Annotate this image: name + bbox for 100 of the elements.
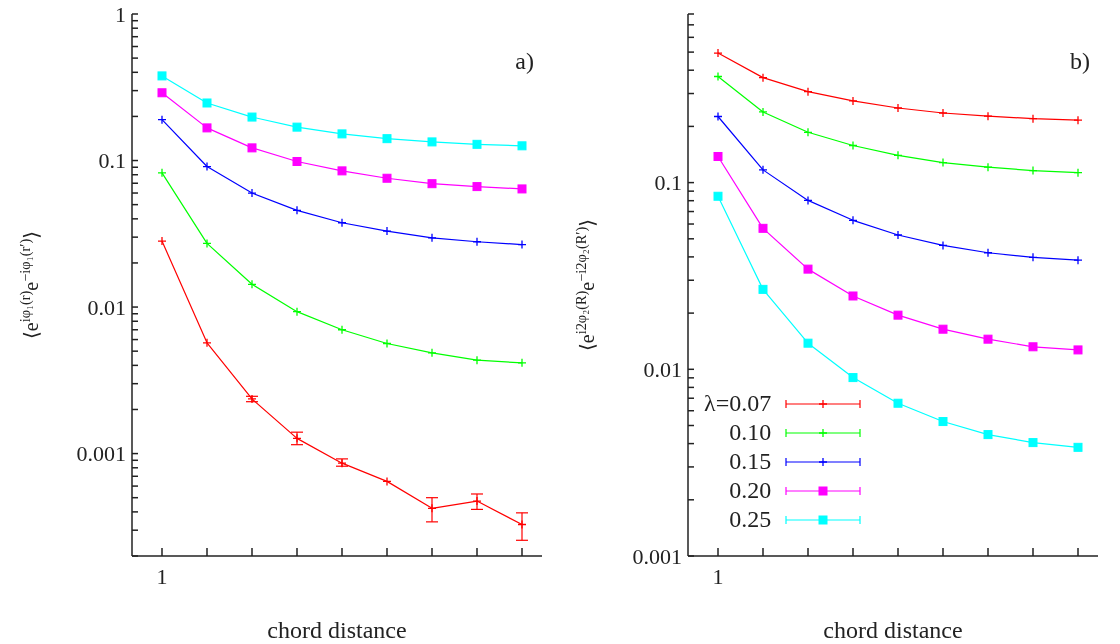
point [427,179,437,189]
point [337,325,347,335]
x-axis-title: chord distance [267,617,407,643]
point [202,98,212,108]
point [427,137,437,147]
point [983,334,993,344]
y-tick-label: 0.01 [87,294,126,320]
point [848,291,858,301]
point [983,248,993,258]
point [247,143,257,153]
point [893,103,903,113]
point [157,71,167,81]
point [382,476,392,487]
point [848,96,858,106]
legend-label: 0.25 [729,506,772,533]
point [893,398,903,408]
y-tick-label: 0.1 [98,148,126,174]
point [893,230,903,240]
point [1073,115,1083,125]
point [758,72,768,83]
point [893,150,903,160]
point [157,168,167,178]
point [758,284,768,294]
point [202,161,212,172]
point [1073,168,1083,178]
point [472,237,482,247]
y-tick-label: 0.001 [76,441,126,467]
point [202,338,212,348]
point [938,157,948,168]
point [337,166,347,176]
point [517,141,527,151]
point [1028,438,1038,448]
point [517,519,527,530]
point [382,226,392,236]
point [247,279,257,289]
point [382,134,392,144]
point [1073,442,1083,452]
point [1073,255,1083,265]
legend-label: 0.10 [729,419,772,446]
point [157,88,167,98]
point [517,184,527,194]
point [758,165,768,175]
point [848,140,858,151]
point [758,223,768,233]
point [382,338,392,349]
point [803,338,813,348]
point [713,191,723,201]
point [247,112,257,122]
point [202,238,212,249]
point [427,348,437,358]
point [292,156,302,166]
point [292,122,302,132]
point [337,129,347,139]
point [292,205,302,216]
point [1028,342,1038,352]
point [157,236,167,246]
point [472,182,482,192]
point [803,87,813,97]
point [938,108,948,118]
point [713,111,723,122]
legend-label: 0.15 [729,448,772,475]
point [427,233,437,243]
annotation: b) [1070,48,1090,75]
point [1028,165,1038,176]
point [713,48,723,58]
point [938,240,948,251]
point [848,373,858,383]
point [472,355,482,365]
point [938,417,948,427]
point [427,503,437,513]
y-tick-label: 0.01 [643,357,682,383]
point [202,123,212,133]
x-axis-title: chord distance [823,617,963,643]
point [983,162,993,172]
point [713,71,723,82]
point [517,239,527,250]
y-tick-label: 0.1 [654,170,682,196]
annotation: a) [515,48,534,75]
y-tick-label: 1 [115,1,126,27]
point [758,107,768,117]
point [938,324,948,334]
point [713,151,723,161]
point [803,264,813,274]
y-tick-label: 0.001 [632,543,682,569]
point [983,430,993,440]
point [893,310,903,320]
point [382,173,392,183]
point [803,127,813,137]
legend-label: 0.20 [729,477,772,504]
point [472,496,482,506]
point [157,115,167,125]
point [517,358,527,368]
point [472,139,482,149]
point [983,111,993,121]
point [1028,114,1038,124]
point [1073,345,1083,355]
point [803,195,813,206]
point [337,218,347,228]
point [1028,252,1038,262]
point [848,215,858,225]
